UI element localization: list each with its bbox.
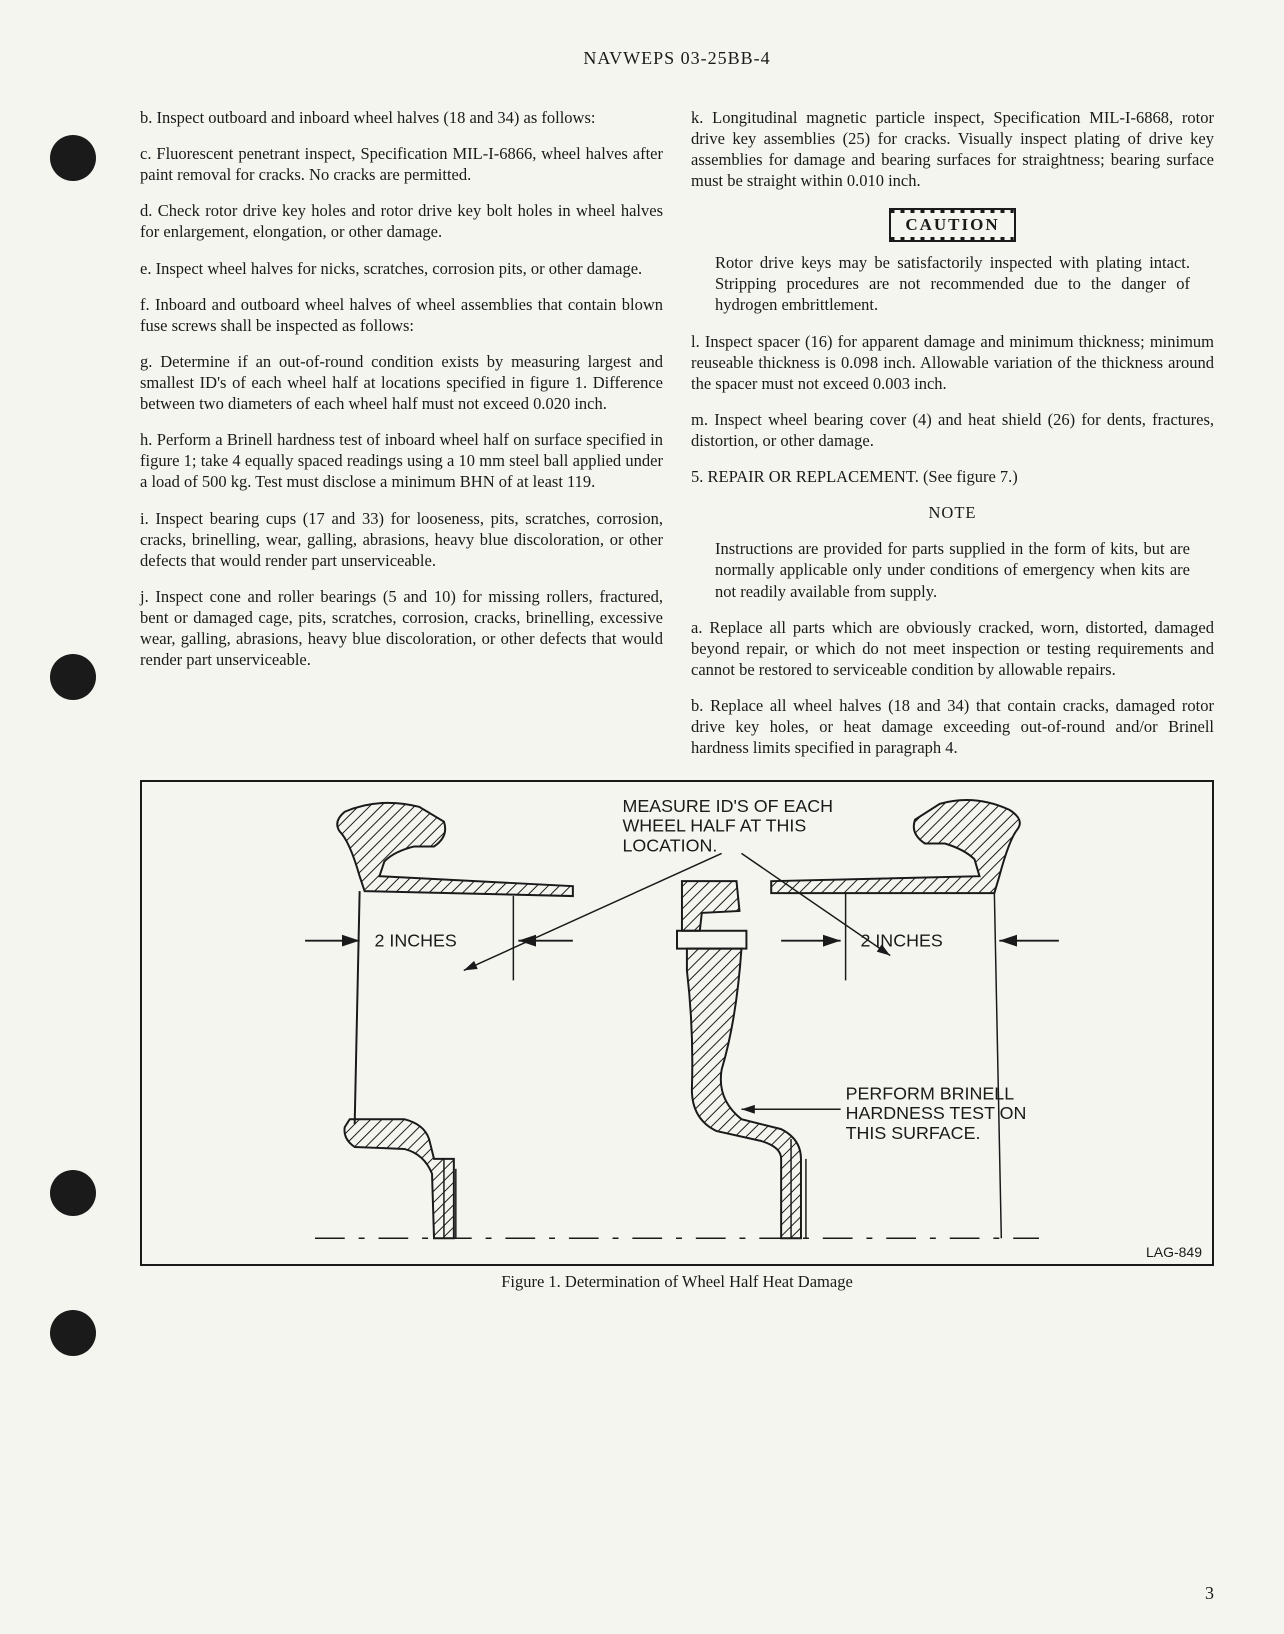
para-m: m. Inspect wheel bearing cover (4) and h…: [691, 409, 1214, 451]
para-j: j. Inspect cone and roller bearings (5 a…: [140, 586, 663, 670]
right-wheel-half: [677, 800, 1020, 1238]
label-brinell-2: HARDNESS TEST ON: [846, 1103, 1027, 1123]
punch-hole: [50, 1310, 96, 1356]
para-f: f. Inboard and outboard wheel halves of …: [140, 294, 663, 336]
para-b: b. Inspect outboard and inboard wheel ha…: [140, 107, 663, 128]
para-i: i. Inspect bearing cups (17 and 33) for …: [140, 508, 663, 571]
caution-label: CAUTION: [889, 208, 1015, 242]
two-inches-left: 2 INCHES: [305, 896, 573, 980]
document-header: NAVWEPS 03-25BB-4: [140, 48, 1214, 69]
label-measure-3: LOCATION.: [622, 836, 717, 856]
caution-wrap: CAUTION: [691, 206, 1214, 252]
punch-hole: [50, 1170, 96, 1216]
left-column: b. Inspect outboard and inboard wheel ha…: [140, 107, 663, 758]
para-5b: b. Replace all wheel halves (18 and 34) …: [691, 695, 1214, 758]
para-l: l. Inspect spacer (16) for apparent dama…: [691, 331, 1214, 394]
para-5a: a. Replace all parts which are obviously…: [691, 617, 1214, 680]
punch-hole: [50, 135, 96, 181]
figure-1-caption: Figure 1. Determination of Wheel Half He…: [140, 1272, 1214, 1292]
right-column: k. Longitudinal magnetic particle inspec…: [691, 107, 1214, 758]
note-title: NOTE: [691, 502, 1214, 523]
para-g: g. Determine if an out-of-round conditio…: [140, 351, 663, 414]
label-measure-2: WHEEL HALF AT THIS: [622, 816, 806, 836]
label-2in-left: 2 INCHES: [375, 931, 457, 951]
figure-1-box: 2 INCHES 2 INCHES MEASURE ID'S OF EACH W…: [140, 780, 1214, 1266]
para-c: c. Fluorescent penetrant inspect, Specif…: [140, 143, 663, 185]
figure-1-diagram: 2 INCHES 2 INCHES MEASURE ID'S OF EACH W…: [142, 782, 1212, 1264]
label-brinell-3: THIS SURFACE.: [846, 1123, 981, 1143]
punch-hole: [50, 654, 96, 700]
figure-lag-number: LAG-849: [1146, 1244, 1202, 1260]
para-d: d. Check rotor drive key holes and rotor…: [140, 200, 663, 242]
note-body: Instructions are provided for parts supp…: [715, 538, 1190, 601]
para-e: e. Inspect wheel halves for nicks, scrat…: [140, 258, 663, 279]
section-5-heading: 5. REPAIR OR REPLACEMENT. (See figure 7.…: [691, 466, 1214, 487]
label-measure-1: MEASURE ID'S OF EACH: [622, 796, 833, 816]
page-number: 3: [1205, 1583, 1214, 1604]
label-brinell-1: PERFORM BRINELL: [846, 1084, 1015, 1104]
left-wheel-half: [337, 803, 573, 1238]
para-h: h. Perform a Brinell hardness test of in…: [140, 429, 663, 492]
two-column-body: b. Inspect outboard and inboard wheel ha…: [140, 107, 1214, 758]
para-k: k. Longitudinal magnetic particle inspec…: [691, 107, 1214, 191]
caution-body: Rotor drive keys may be satisfactorily i…: [715, 252, 1190, 315]
two-inches-right: 2 INCHES: [781, 893, 1059, 980]
label-2in-right: 2 INCHES: [860, 931, 942, 951]
